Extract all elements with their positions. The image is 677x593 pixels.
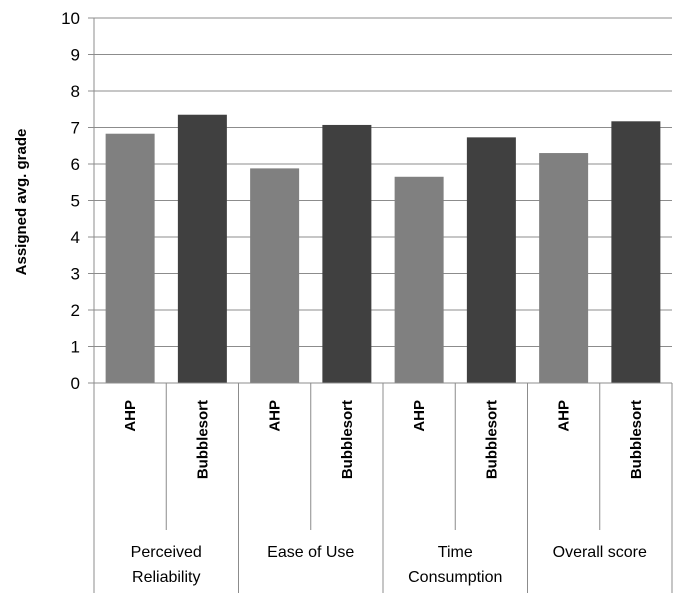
bar-category-label: Bubblesort	[483, 400, 500, 479]
group-label: Consumption	[408, 569, 502, 586]
y-tick-label: 9	[71, 46, 80, 65]
group-label: Overall score	[553, 544, 647, 561]
x-category-labels: AHP Bubblesort AHP Bubblesort AHP Bubblesort A…	[122, 400, 647, 586]
group-label: Reliability	[132, 569, 200, 586]
bar	[177, 114, 227, 383]
y-tick-label: 2	[71, 301, 80, 320]
y-tick-label: 4	[71, 228, 80, 247]
bar-category-label: AHP	[411, 400, 428, 432]
y-tick-label: 0	[71, 374, 80, 393]
group-label: Time	[438, 544, 473, 561]
y-tick-label: 1	[71, 338, 80, 357]
group-label: Perceived	[131, 544, 202, 561]
bar	[322, 124, 372, 383]
y-tick-labels: 0 1 2 3 4 5 6 7 8 9 10	[61, 9, 80, 393]
bar-category-label: AHP	[267, 400, 284, 432]
bar-category-label: Bubblesort	[339, 400, 356, 479]
y-tick-label: 5	[71, 192, 80, 211]
y-tick-label: 7	[71, 119, 80, 138]
axes	[88, 17, 673, 593]
bar	[539, 153, 589, 383]
group-label: Ease of Use	[267, 544, 354, 561]
bar-category-label: AHP	[556, 400, 573, 432]
y-tick-label: 6	[71, 155, 80, 174]
y-tick-label: 3	[71, 265, 80, 284]
bar-category-label: Bubblesort	[628, 400, 645, 479]
bars	[105, 114, 661, 384]
y-axis-label: Assigned avg. grade	[13, 129, 30, 276]
bar	[105, 133, 155, 383]
y-tick-label: 10	[61, 9, 80, 28]
bar-category-label: Bubblesort	[194, 400, 211, 479]
bar	[466, 137, 516, 383]
bar	[611, 121, 661, 384]
bar	[394, 176, 444, 383]
y-tick-label: 8	[71, 82, 80, 101]
bar	[250, 168, 300, 383]
bar-category-label: AHP	[122, 400, 139, 432]
